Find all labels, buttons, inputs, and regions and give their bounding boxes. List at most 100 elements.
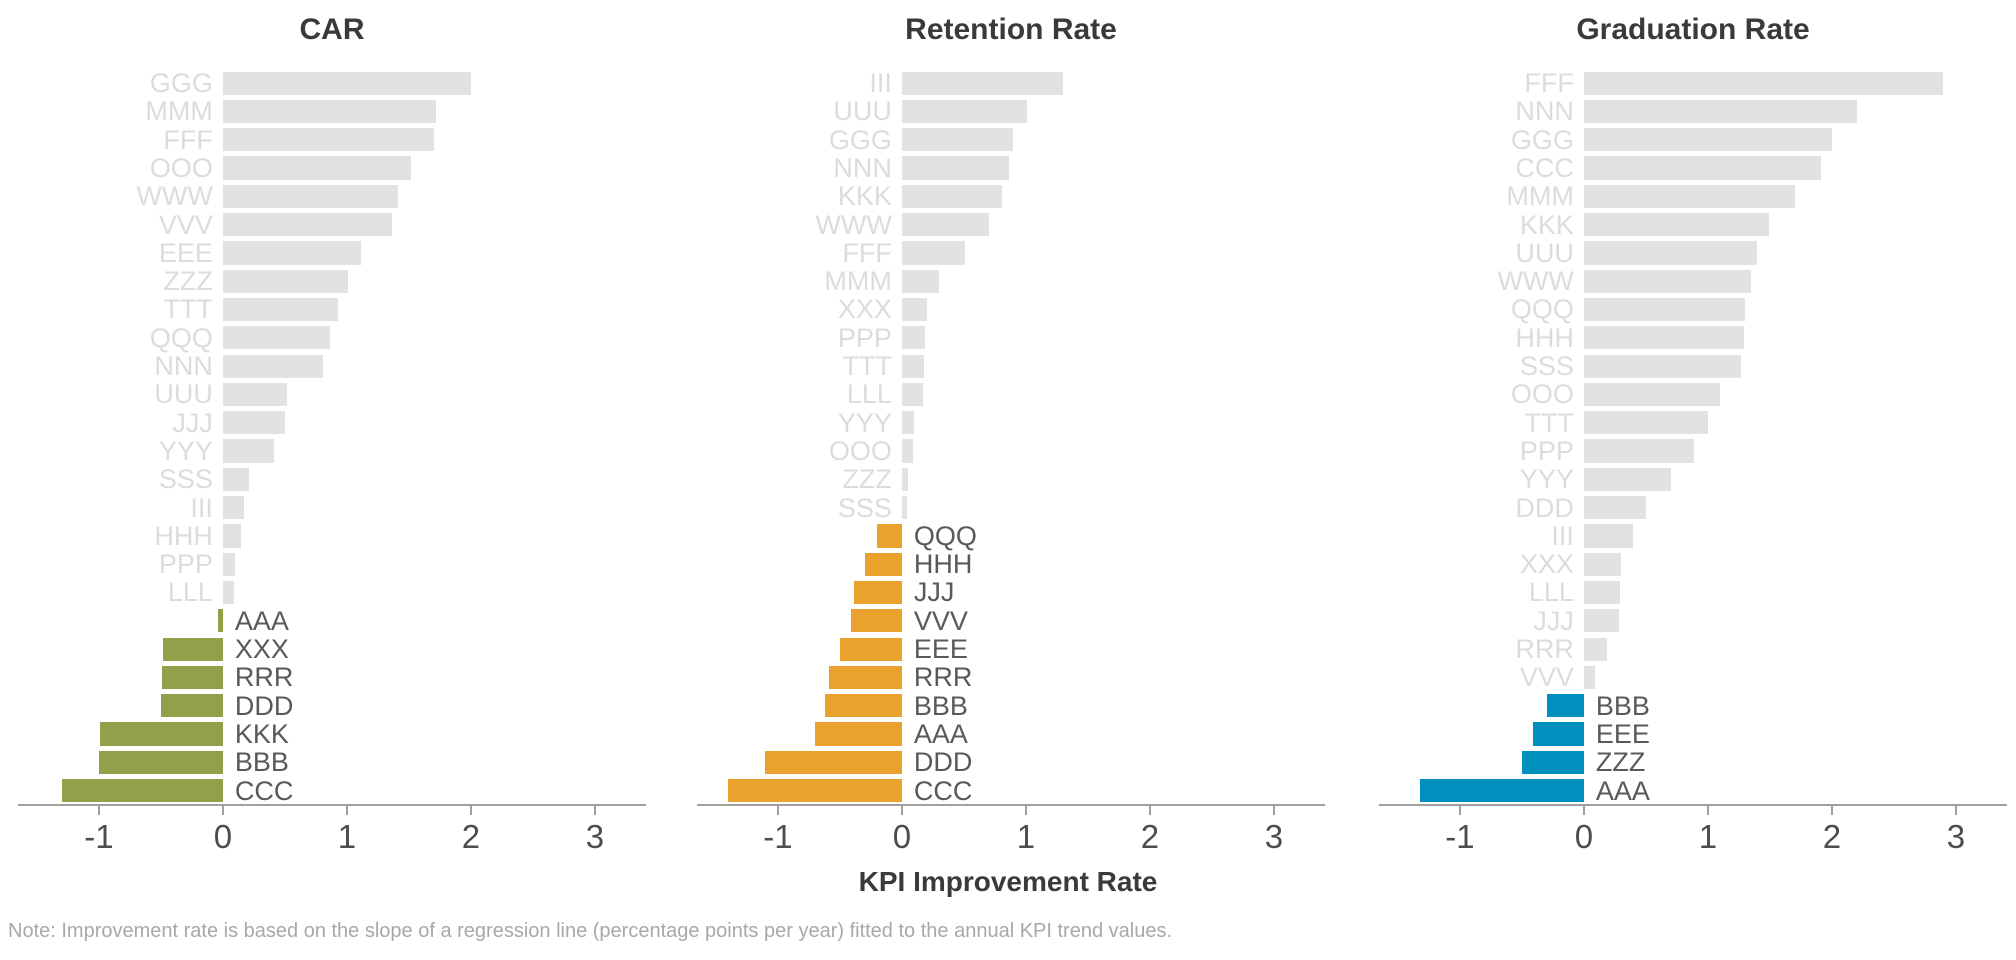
category-label-car-sss: SSS xyxy=(158,464,213,495)
tick-label-retention-rate-3: 3 xyxy=(1264,818,1284,855)
bar-retention-rate-ddd xyxy=(765,750,902,774)
bar-graduation-rate-nnn xyxy=(1583,99,1857,124)
category-label-graduation-rate-aaa: AAA xyxy=(1595,775,1650,806)
category-label-graduation-rate-sss: SSS xyxy=(1519,351,1574,381)
bar-car-fff xyxy=(222,128,434,152)
bar-graduation-rate-ddd xyxy=(1583,496,1646,520)
bar-graduation-rate-rrr xyxy=(1583,637,1608,661)
axis-tick-graduation-rate-1 xyxy=(1706,806,1709,815)
axis-tick-car-3 xyxy=(593,806,596,815)
tick-label-car-1: 1 xyxy=(337,818,357,855)
category-label-car-rrr: RRR xyxy=(234,662,294,693)
bar-graduation-rate-hhh xyxy=(1583,326,1744,350)
category-label-retention-rate-fff: FFF xyxy=(842,237,892,268)
category-label-retention-rate-rrr: RRR xyxy=(913,662,973,693)
category-label-retention-rate-ooo: OOO xyxy=(828,435,892,466)
axis-tick-retention-rate-1 xyxy=(1024,806,1027,815)
bar-car-rrr xyxy=(162,665,223,690)
category-label-car-fff: FFF xyxy=(163,124,213,155)
tick-label-graduation-rate-0: 0 xyxy=(1574,818,1594,855)
bar-retention-rate-jjj xyxy=(853,580,902,605)
category-label-car-vvv: VVV xyxy=(158,209,213,240)
bar-retention-rate-nnn xyxy=(901,156,1009,180)
bar-retention-rate-kkk xyxy=(901,184,1003,208)
bar-car-nnn xyxy=(222,354,324,378)
category-label-graduation-rate-bbb: BBB xyxy=(1595,690,1650,721)
facet-title-retention-rate: Retention Rate xyxy=(905,13,1117,46)
category-label-car-ddd: DDD xyxy=(234,690,294,721)
bar-retention-rate-vvv xyxy=(851,609,902,633)
facet-title-car: CAR xyxy=(299,13,365,46)
category-label-retention-rate-lll: LLL xyxy=(846,379,892,410)
tick-label-retention-rate-0: 0 xyxy=(892,818,912,855)
bar-graduation-rate-yyy xyxy=(1583,467,1671,491)
bar-car-jjj xyxy=(222,411,285,435)
bar-car-sss xyxy=(222,467,249,491)
tick-label-car-0: 0 xyxy=(213,818,233,855)
bar-retention-rate-ooo xyxy=(901,439,914,463)
bar-retention-rate-mmm xyxy=(901,269,940,293)
category-label-car-hhh: HHH xyxy=(154,520,213,551)
bar-car-eee xyxy=(222,241,361,265)
axis-tick-retention-rate--1 xyxy=(776,806,779,815)
bar-retention-rate-ccc xyxy=(728,779,902,803)
axis-tick-car--1 xyxy=(97,806,100,815)
category-label-graduation-rate-uuu: UUU xyxy=(1515,237,1574,268)
category-label-car-ppp: PPP xyxy=(158,549,213,580)
bar-graduation-rate-jjj xyxy=(1583,609,1619,633)
axis-tick-graduation-rate-2 xyxy=(1830,806,1833,815)
category-label-car-yyy: YYY xyxy=(158,435,213,466)
category-label-retention-rate-xxx: XXX xyxy=(837,294,892,325)
axis-tick-car-2 xyxy=(469,806,472,815)
category-label-retention-rate-kkk: KKK xyxy=(837,181,892,212)
category-label-graduation-rate-jjj: JJJ xyxy=(1533,605,1574,636)
category-label-retention-rate-vvv: VVV xyxy=(913,605,968,636)
category-label-retention-rate-uuu: UUU xyxy=(833,96,892,127)
category-label-retention-rate-qqq: QQQ xyxy=(913,520,977,551)
bar-car-ppp xyxy=(222,552,236,576)
bar-car-iii xyxy=(222,496,244,520)
category-label-retention-rate-nnn: NNN xyxy=(833,152,892,183)
category-label-graduation-rate-vvv: VVV xyxy=(1519,662,1574,693)
category-label-graduation-rate-zzz: ZZZ xyxy=(1595,747,1646,778)
bar-car-aaa xyxy=(217,609,223,633)
category-label-car-www: WWW xyxy=(136,181,213,212)
category-label-graduation-rate-eee: EEE xyxy=(1595,718,1650,749)
bar-retention-rate-www xyxy=(901,213,989,237)
bar-retention-rate-qqq xyxy=(877,524,902,548)
facet-panel-retention-rate: Retention Rate III UUU GGG NNN KKK WWW FFF MMM XX… xyxy=(672,0,1344,960)
tick-label-retention-rate-2: 2 xyxy=(1140,818,1160,855)
bar-car-kkk xyxy=(100,722,223,746)
category-label-graduation-rate-hhh: HHH xyxy=(1515,322,1574,353)
tick-label-retention-rate--1: -1 xyxy=(763,818,793,855)
x-axis-line-graduation-rate xyxy=(1379,804,2007,806)
bar-graduation-rate-sss xyxy=(1583,354,1742,378)
category-label-graduation-rate-kkk: KKK xyxy=(1519,209,1574,240)
bar-retention-rate-ggg xyxy=(901,128,1014,152)
tick-label-retention-rate-1: 1 xyxy=(1016,818,1036,855)
bar-graduation-rate-vvv xyxy=(1583,665,1596,690)
bar-retention-rate-zzz xyxy=(901,467,909,491)
bar-car-yyy xyxy=(222,439,274,463)
category-label-graduation-rate-ddd: DDD xyxy=(1515,492,1574,523)
category-label-graduation-rate-lll: LLL xyxy=(1528,577,1574,608)
bar-retention-rate-uuu xyxy=(901,99,1028,124)
bar-graduation-rate-aaa xyxy=(1420,779,1584,803)
bar-car-ggg xyxy=(222,71,471,95)
tick-label-graduation-rate-2: 2 xyxy=(1822,818,1842,855)
category-label-graduation-rate-ggg: GGG xyxy=(1510,124,1574,155)
bar-retention-rate-yyy xyxy=(901,411,915,435)
category-label-retention-rate-www: WWW xyxy=(815,209,892,240)
tick-label-graduation-rate--1: -1 xyxy=(1445,818,1475,855)
category-label-graduation-rate-rrr: RRR xyxy=(1515,634,1574,664)
category-label-graduation-rate-fff: FFF xyxy=(1524,68,1574,98)
axis-tick-car-1 xyxy=(345,806,348,815)
category-label-car-iii: III xyxy=(190,492,213,523)
category-label-car-lll: LLL xyxy=(167,577,213,608)
facet-panel-car: CAR GGG MMM FFF OOO WWW VVV EEE ZZZ TTT QQQ NNN UUU J… xyxy=(0,0,672,960)
category-label-retention-rate-mmm: MMM xyxy=(824,266,892,297)
axis-tick-graduation-rate--1 xyxy=(1458,806,1461,815)
category-label-car-eee: EEE xyxy=(158,237,213,268)
tick-label-car-2: 2 xyxy=(461,818,481,855)
axis-tick-retention-rate-0 xyxy=(900,806,903,815)
